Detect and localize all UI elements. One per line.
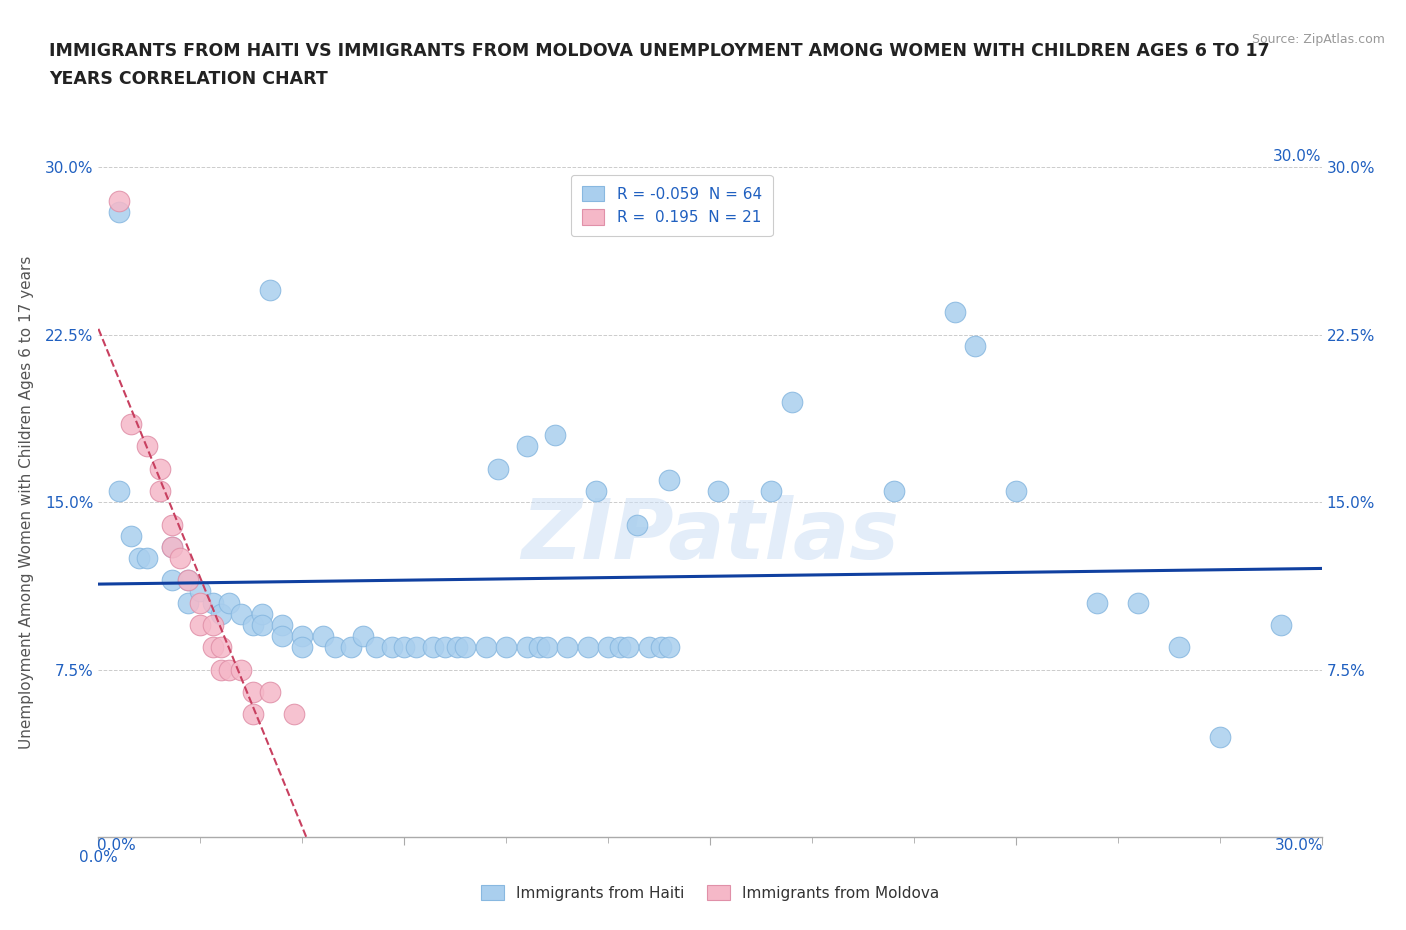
- Point: [242, 707, 264, 722]
- Point: [658, 472, 681, 487]
- Point: [626, 517, 648, 532]
- Point: [1128, 595, 1150, 610]
- Point: [201, 640, 224, 655]
- Point: [250, 606, 273, 621]
- Point: [291, 640, 314, 655]
- Point: [160, 539, 183, 554]
- Point: [160, 517, 183, 532]
- Point: [527, 640, 550, 655]
- Point: [270, 629, 292, 644]
- Point: [381, 640, 404, 655]
- Point: [250, 618, 273, 632]
- Point: [188, 584, 212, 599]
- Point: [617, 640, 640, 655]
- Point: [169, 551, 191, 565]
- Point: [1085, 595, 1108, 610]
- Point: [392, 640, 416, 655]
- Text: 30.0%: 30.0%: [1274, 149, 1322, 164]
- Point: [323, 640, 346, 655]
- Point: [596, 640, 619, 655]
- Point: [486, 461, 509, 476]
- Point: [352, 629, 374, 644]
- Point: [136, 439, 159, 454]
- Point: [1004, 484, 1026, 498]
- Point: [544, 428, 567, 443]
- Point: [177, 573, 200, 588]
- Point: [188, 595, 212, 610]
- Point: [405, 640, 427, 655]
- Point: [422, 640, 444, 655]
- Point: [446, 640, 468, 655]
- Point: [149, 484, 172, 498]
- Point: [585, 484, 607, 498]
- Point: [231, 662, 253, 677]
- Point: [160, 539, 183, 554]
- Text: ZIPatlas: ZIPatlas: [522, 495, 898, 577]
- Point: [209, 640, 232, 655]
- Legend: Immigrants from Haiti, Immigrants from Moldova: Immigrants from Haiti, Immigrants from M…: [471, 875, 949, 910]
- Point: [536, 640, 558, 655]
- Point: [242, 684, 264, 699]
- Point: [638, 640, 661, 655]
- Point: [259, 283, 281, 298]
- Point: [364, 640, 387, 655]
- Point: [136, 551, 159, 565]
- Point: [1208, 729, 1232, 744]
- Point: [177, 573, 200, 588]
- Point: [515, 640, 537, 655]
- Point: [188, 618, 212, 632]
- Point: [759, 484, 782, 498]
- Point: [149, 461, 172, 476]
- Point: [108, 193, 131, 208]
- Text: Source: ZipAtlas.com: Source: ZipAtlas.com: [1251, 33, 1385, 46]
- Point: [201, 618, 224, 632]
- Point: [780, 394, 803, 409]
- Point: [231, 606, 253, 621]
- Point: [270, 618, 292, 632]
- Point: [707, 484, 730, 498]
- Point: [1270, 618, 1292, 632]
- Point: [259, 684, 281, 699]
- Point: [515, 439, 537, 454]
- Point: [218, 595, 240, 610]
- Text: 30.0%: 30.0%: [1274, 838, 1323, 853]
- Point: [495, 640, 517, 655]
- Point: [557, 640, 579, 655]
- Point: [201, 595, 224, 610]
- Point: [474, 640, 498, 655]
- Point: [609, 640, 631, 655]
- Point: [883, 484, 905, 498]
- Point: [291, 629, 314, 644]
- Point: [433, 640, 456, 655]
- Point: [177, 595, 200, 610]
- Point: [576, 640, 599, 655]
- Point: [943, 305, 966, 320]
- Point: [965, 339, 987, 353]
- Point: [218, 662, 240, 677]
- Point: [160, 573, 183, 588]
- Point: [650, 640, 672, 655]
- Point: [658, 640, 681, 655]
- Point: [120, 417, 142, 432]
- Text: IMMIGRANTS FROM HAITI VS IMMIGRANTS FROM MOLDOVA UNEMPLOYMENT AMONG WOMEN WITH C: IMMIGRANTS FROM HAITI VS IMMIGRANTS FROM…: [49, 42, 1270, 60]
- Text: 0.0%: 0.0%: [97, 838, 136, 853]
- Point: [108, 205, 131, 219]
- Text: YEARS CORRELATION CHART: YEARS CORRELATION CHART: [49, 70, 328, 87]
- Point: [209, 662, 232, 677]
- Point: [311, 629, 335, 644]
- Point: [1167, 640, 1189, 655]
- Point: [108, 484, 131, 498]
- Point: [120, 528, 142, 543]
- Point: [242, 618, 264, 632]
- Point: [128, 551, 150, 565]
- Point: [283, 707, 305, 722]
- Y-axis label: Unemployment Among Women with Children Ages 6 to 17 years: Unemployment Among Women with Children A…: [18, 256, 34, 749]
- Point: [454, 640, 477, 655]
- Point: [340, 640, 363, 655]
- Point: [209, 606, 232, 621]
